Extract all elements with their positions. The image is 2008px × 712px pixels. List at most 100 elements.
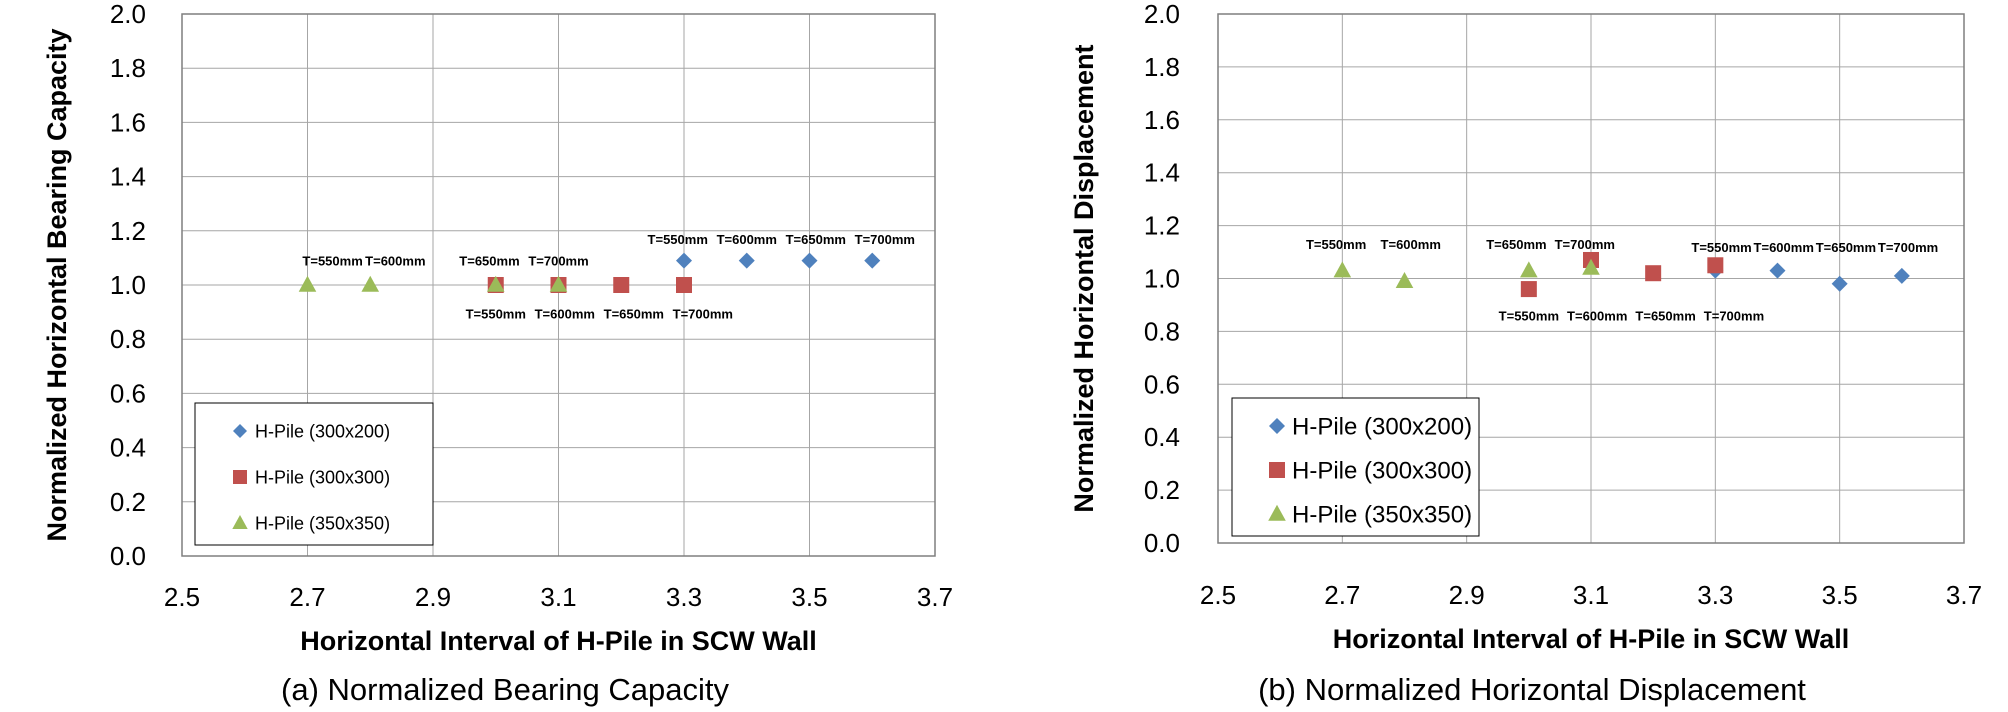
data-label: T=550mm <box>648 232 708 247</box>
data-point-triangle <box>298 275 317 292</box>
data-label: T=700mm <box>1878 240 1938 255</box>
data-point-diamond <box>1893 267 1910 284</box>
legend-marker-diamond <box>233 424 247 438</box>
figure-caption: (b) Normalized Horizontal Displacement <box>1258 672 1806 707</box>
plot-frame <box>1217 13 1965 544</box>
y-tick-label: 1.2 <box>110 216 146 246</box>
legend-marker-square <box>1269 462 1285 478</box>
y-tick-label: 0.4 <box>1144 422 1180 452</box>
data-label: T=600mm <box>1754 240 1814 255</box>
data-point-triangle <box>1520 261 1538 278</box>
data-label: T=600mm <box>535 306 595 321</box>
legend-label: H-Pile (300x300) <box>1292 458 1472 485</box>
legend-label: H-Pile (300x200) <box>255 421 390 441</box>
y-tick-label: 0.6 <box>1144 369 1180 399</box>
x-tick-label: 2.7 <box>1324 580 1360 610</box>
y-tick-label: 0.6 <box>110 378 146 408</box>
data-point-diamond <box>801 252 818 269</box>
data-point-triangle <box>549 275 568 292</box>
data-point-square <box>1520 281 1537 298</box>
data-point-triangle <box>361 275 380 292</box>
data-label: T=650mm <box>459 254 519 269</box>
x-tick-label: 3.5 <box>791 582 827 612</box>
data-label: T=650mm <box>1635 309 1695 324</box>
y-tick-label: 0.8 <box>110 324 146 354</box>
data-label: T=700mm <box>528 254 588 269</box>
data-point-diamond <box>738 252 755 269</box>
x-tick-label: 3.1 <box>540 582 576 612</box>
data-point-square <box>1707 257 1724 274</box>
x-tick-label: 2.9 <box>1449 580 1485 610</box>
legend-label: H-Pile (300x300) <box>255 467 390 487</box>
y-tick-label: 1.4 <box>110 162 146 192</box>
legend-marker-triangle <box>1268 504 1286 521</box>
legend: H-Pile (300x200) H-Pile (300x300) H-Pile (… <box>194 402 434 546</box>
y-tick-label: 0.0 <box>1144 528 1180 558</box>
legend-box <box>194 402 434 546</box>
y-axis-title: Normalized Horizontal Bearing Capacity <box>42 28 72 541</box>
legend-label: H-Pile (350x350) <box>1292 502 1472 529</box>
x-tick-label: 3.7 <box>917 582 953 612</box>
legend-marker-square <box>233 470 247 484</box>
x-tick-label: 2.5 <box>164 582 200 612</box>
legend: H-Pile (300x200) H-Pile (300x300) H-Pile (… <box>1231 397 1480 537</box>
x-tick-label: 2.9 <box>415 582 451 612</box>
data-point-diamond <box>1769 262 1786 279</box>
data-label: T=550mm <box>302 254 362 269</box>
y-tick-label: 1.0 <box>1144 264 1180 294</box>
x-tick-label: 3.7 <box>1946 580 1982 610</box>
data-label: T=600mm <box>717 232 777 247</box>
y-tick-label: 0.2 <box>110 487 146 517</box>
y-axis-title: Normalized Horizontal Displacement <box>1069 44 1099 512</box>
data-label: T=700mm <box>1555 237 1615 252</box>
data-point-diamond <box>1831 275 1848 292</box>
data-label: T=600mm <box>1381 237 1441 252</box>
legend-label: H-Pile (300x200) <box>1292 414 1472 441</box>
data-point-square <box>613 277 630 293</box>
x-tick-label: 3.3 <box>1697 580 1733 610</box>
x-tick-label: 3.3 <box>666 582 702 612</box>
x-tick-label: 2.5 <box>1200 580 1236 610</box>
legend-marker-diamond <box>1269 418 1285 434</box>
data-label: T=650mm <box>1816 240 1876 255</box>
data-label: T=700mm <box>1704 309 1764 324</box>
x-tick-label: 2.7 <box>289 582 325 612</box>
chart-panel-b: 0.0 0.2 0.4 0.6 0.8 1.0 1.2 1.4 1.6 1.8 2.0 2.5 2.7 2… <box>1069 0 1982 707</box>
y-tick-label: 1.6 <box>1144 105 1180 135</box>
y-tick-label: 1.0 <box>110 270 146 300</box>
data-label: T=550mm <box>466 306 526 321</box>
chart-panel-a: 0.0 0.2 0.4 0.6 0.8 1.0 1.2 1.4 1.6 1.8 2.0 2.5 2.7 2… <box>42 0 953 707</box>
data-point-triangle <box>486 275 505 292</box>
data-point-square <box>676 277 692 293</box>
data-label: T=550mm <box>1691 240 1751 255</box>
data-label: T=600mm <box>1567 309 1627 324</box>
y-tick-label: 1.6 <box>110 107 146 137</box>
y-tick-label: 2.0 <box>1144 0 1180 29</box>
data-label: T=650mm <box>786 232 846 247</box>
y-tick-label: 0.0 <box>110 541 146 571</box>
data-label: T=600mm <box>365 254 425 269</box>
data-label: T=700mm <box>673 306 733 321</box>
data-point-triangle <box>1333 261 1352 278</box>
data-label: T=550mm <box>1499 309 1559 324</box>
y-tick-label: 1.8 <box>1144 52 1180 82</box>
y-tick-label: 1.8 <box>110 53 146 83</box>
figure-caption: (a) Normalized Bearing Capacity <box>281 672 729 707</box>
legend-label: H-Pile (350x350) <box>255 513 390 533</box>
y-tick-label: 0.2 <box>1144 475 1180 505</box>
x-axis-title: Horizontal Interval of H-Pile in SCW Wal… <box>300 626 817 656</box>
data-label: T=700mm <box>855 232 915 247</box>
legend-marker-triangle <box>232 514 248 529</box>
plot-frame <box>181 13 936 557</box>
y-tick-label: 0.4 <box>110 433 146 463</box>
x-tick-label: 3.5 <box>1822 580 1858 610</box>
data-point-triangle <box>1395 271 1414 288</box>
data-label: T=550mm <box>1306 237 1366 252</box>
data-point-diamond <box>864 252 881 269</box>
x-axis-title: Horizontal Interval of H-Pile in SCW Wal… <box>1333 624 1850 654</box>
y-tick-label: 2.0 <box>110 0 146 29</box>
y-tick-label: 0.8 <box>1144 316 1180 346</box>
data-point-triangle <box>1582 258 1600 275</box>
data-label: T=650mm <box>604 306 664 321</box>
